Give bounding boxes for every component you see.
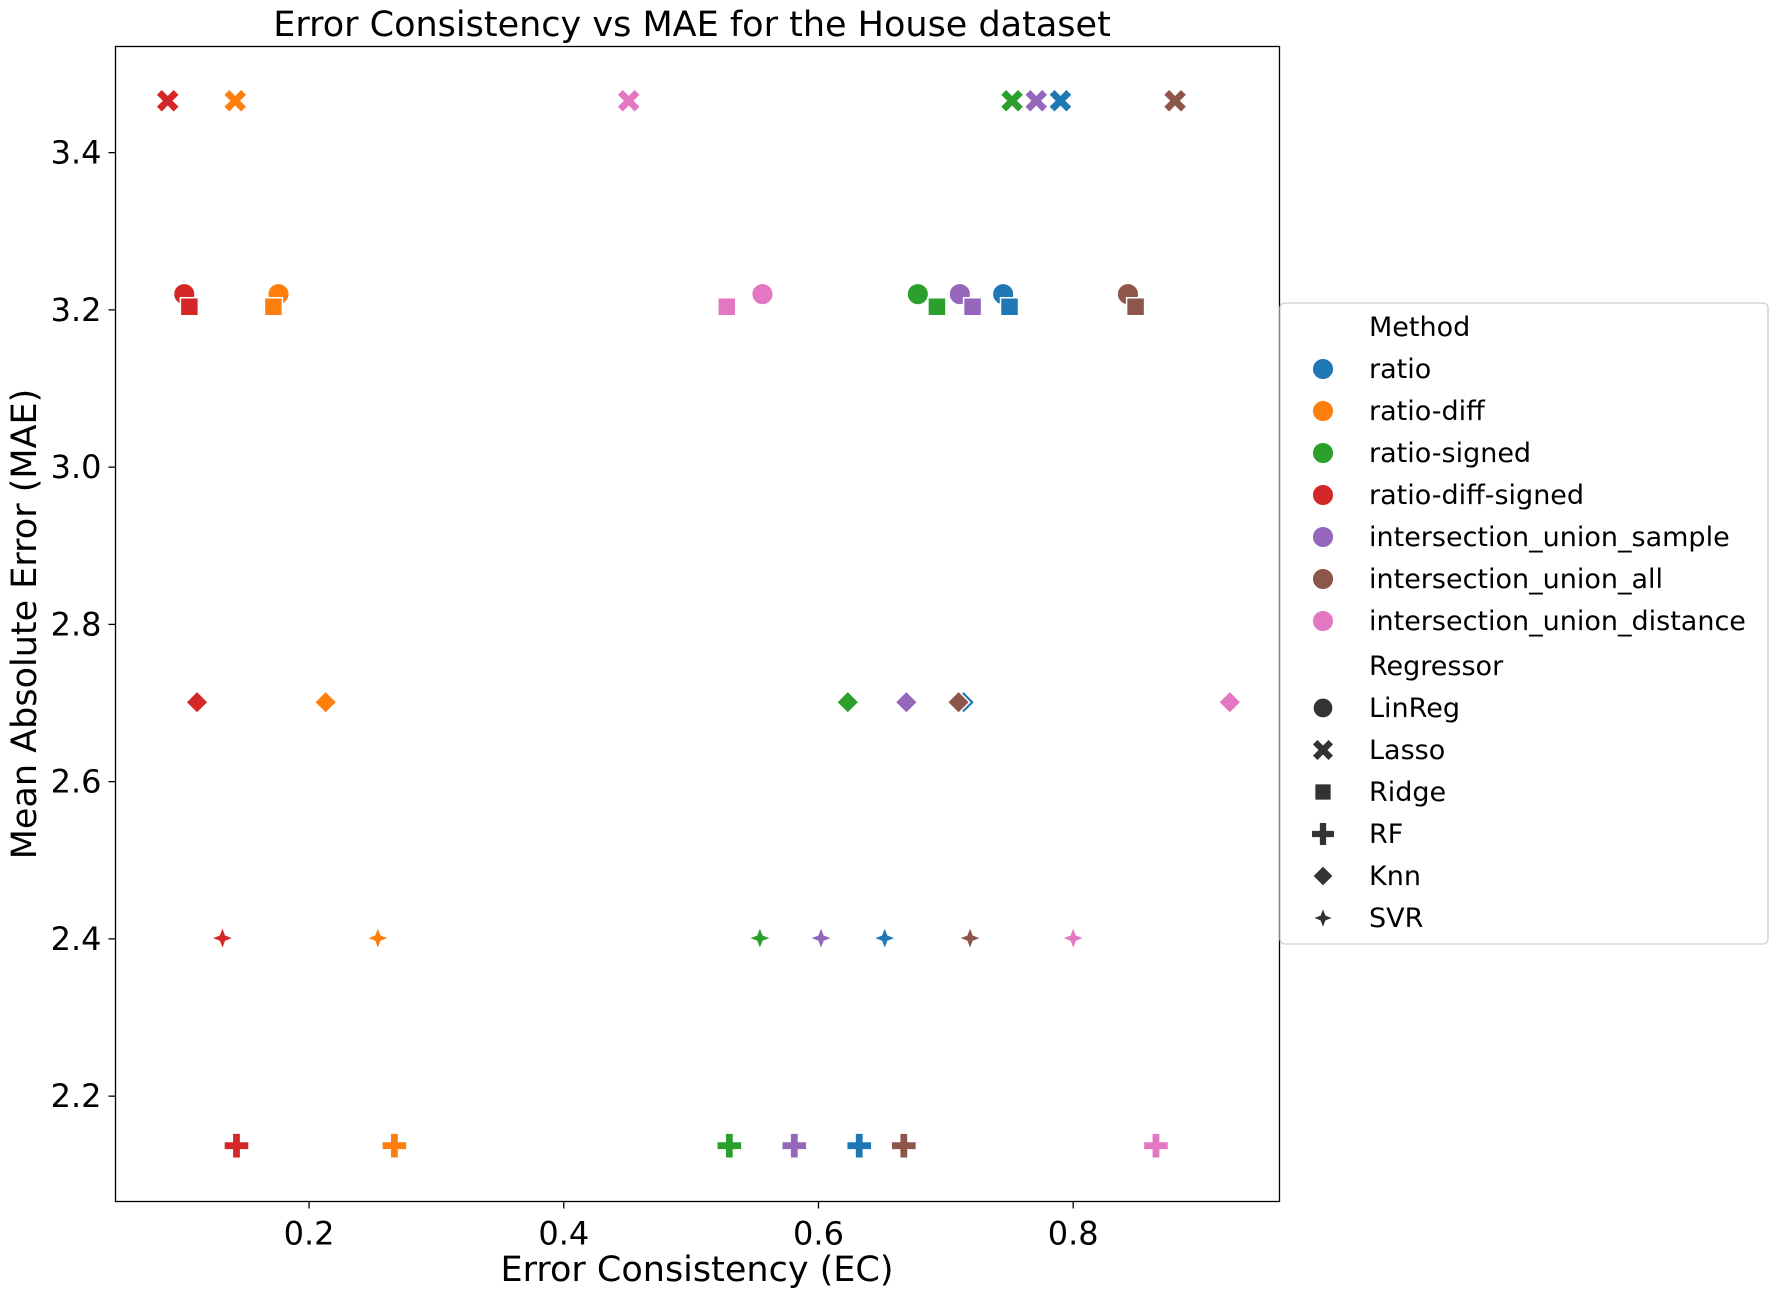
y-tick-label: 3.0 [51, 448, 102, 486]
legend: Method ratio ratio-diff ratio-signed ratio-… [1279, 302, 1769, 945]
data-point-intersection-union-sample-knn [894, 690, 919, 715]
x-tick-label: 0.2 [284, 1215, 335, 1253]
legend-regressor-entries: LinReg Lasso Ridge RF Knn SVR [1311, 693, 1460, 934]
y-tick-label: 3.4 [51, 134, 102, 172]
data-point-intersection-union-distance-knn [1217, 690, 1242, 715]
legend-marker-rf [1311, 822, 1335, 846]
data-point-intersection-union-distance-svr [1060, 925, 1086, 951]
legend-marker-ratio-signed [1311, 441, 1335, 465]
legend-marker-intersection-union-distance [1311, 609, 1335, 633]
legend-label: RF [1369, 819, 1403, 850]
chart-title: Error Consistency vs MAE for the House d… [273, 5, 1111, 45]
legend-marker-linreg [1312, 697, 1334, 719]
legend-regressor-title: Regressor [1369, 651, 1504, 682]
data-point-ratio-diff-signed-rf [223, 1132, 250, 1159]
legend-marker-ratio-diff [1311, 399, 1335, 423]
data-point-intersection-union-all-ridge [1125, 296, 1146, 317]
data-point-intersection-union-distance-lasso [616, 88, 641, 113]
data-point-intersection-union-all-lasso [1162, 88, 1188, 113]
plot-frame [114, 45, 1281, 1203]
legend-label: Lasso [1369, 735, 1445, 766]
legend-label: intersection_union_sample [1369, 522, 1730, 553]
data-point-intersection-union-distance-rf [1143, 1132, 1169, 1159]
data-point-ratio-signed-svr [747, 925, 773, 951]
legend-marker-ridge [1313, 782, 1333, 802]
data-point-intersection-union-sample-rf [781, 1132, 808, 1159]
data-point-ratio-diff-knn [313, 690, 338, 715]
data-point-ratio-signed-ridge [927, 296, 947, 317]
data-point-intersection-union-all-svr [957, 925, 983, 951]
y-tick-label: 2.8 [51, 605, 102, 643]
data-points [155, 88, 1242, 1159]
data-point-intersection-union-sample-svr [808, 925, 834, 951]
legend-label: ratio-diff [1369, 396, 1486, 427]
legend-label: SVR [1369, 903, 1423, 934]
data-point-ratio-diff-ridge [263, 296, 284, 317]
data-point-ratio-signed-rf [716, 1132, 743, 1159]
data-point-ratio-signed-linreg [906, 282, 930, 306]
data-point-ratio-diff-svr [365, 925, 391, 951]
y-tick-label: 2.4 [51, 920, 102, 958]
legend-method-entries: ratio ratio-diff ratio-signed ratio-diff-si… [1311, 354, 1746, 637]
data-point-ratio-svr [872, 925, 897, 951]
data-point-ratio-diff-rf [381, 1132, 408, 1159]
legend-label: ratio-signed [1369, 438, 1531, 469]
y-axis-ticks: 2.2 2.4 2.6 2.8 3.0 3.2 3.4 [51, 134, 116, 1115]
x-axis-label: Error Consistency (EC) [500, 1250, 893, 1290]
legend-label: ratio [1369, 354, 1431, 385]
data-point-intersection-union-all-rf [891, 1132, 917, 1159]
legend-label: ratio-diff-signed [1369, 480, 1584, 511]
data-point-intersection-union-sample-lasso [1024, 88, 1049, 113]
legend-marker-lasso [1311, 738, 1335, 762]
data-point-ratio-rf [846, 1132, 873, 1159]
y-axis-label: Mean Absolute Error (MAE) [5, 389, 45, 860]
data-point-ratio-diff-signed-lasso [155, 88, 180, 113]
legend-label: intersection_union_distance [1369, 606, 1746, 637]
data-point-ratio-signed-lasso [999, 88, 1025, 113]
data-point-ratio-ridge [999, 296, 1020, 317]
y-tick-label: 3.2 [51, 291, 102, 329]
legend-marker-svr [1311, 906, 1335, 930]
data-point-ratio-signed-knn [835, 690, 860, 715]
data-point-ratio-diff-signed-ridge [179, 296, 200, 317]
data-point-intersection-union-all-knn [946, 690, 971, 715]
legend-marker-ratio [1311, 357, 1335, 381]
legend-marker-knn [1311, 864, 1335, 888]
legend-method-title: Method [1369, 312, 1470, 343]
legend-frame [1279, 302, 1769, 945]
data-point-ratio-lasso [1048, 88, 1073, 113]
legend-marker-ratio-diff-signed [1311, 483, 1335, 507]
data-point-intersection-union-distance-ridge [717, 296, 737, 317]
data-point-ratio-diff-signed-svr [210, 925, 235, 951]
x-axis-ticks: 0.2 0.4 0.6 0.8 [284, 1201, 1099, 1253]
legend-label: LinReg [1369, 693, 1460, 724]
x-tick-label: 0.4 [538, 1215, 589, 1253]
legend-marker-intersection-union-sample [1311, 525, 1335, 549]
legend-marker-intersection-union-all [1311, 567, 1335, 591]
x-tick-label: 0.8 [1048, 1215, 1099, 1253]
x-tick-label: 0.6 [793, 1215, 844, 1253]
legend-label: intersection_union_all [1369, 564, 1663, 595]
legend-label: Knn [1369, 861, 1421, 892]
y-tick-label: 2.6 [51, 763, 102, 801]
data-point-intersection-union-distance-linreg [750, 282, 774, 306]
y-tick-label: 2.2 [51, 1077, 102, 1115]
data-point-ratio-diff-lasso [223, 88, 248, 113]
legend-label: Ridge [1369, 777, 1446, 808]
data-point-ratio-diff-signed-knn [184, 690, 210, 715]
data-point-intersection-union-sample-ridge [962, 296, 983, 317]
